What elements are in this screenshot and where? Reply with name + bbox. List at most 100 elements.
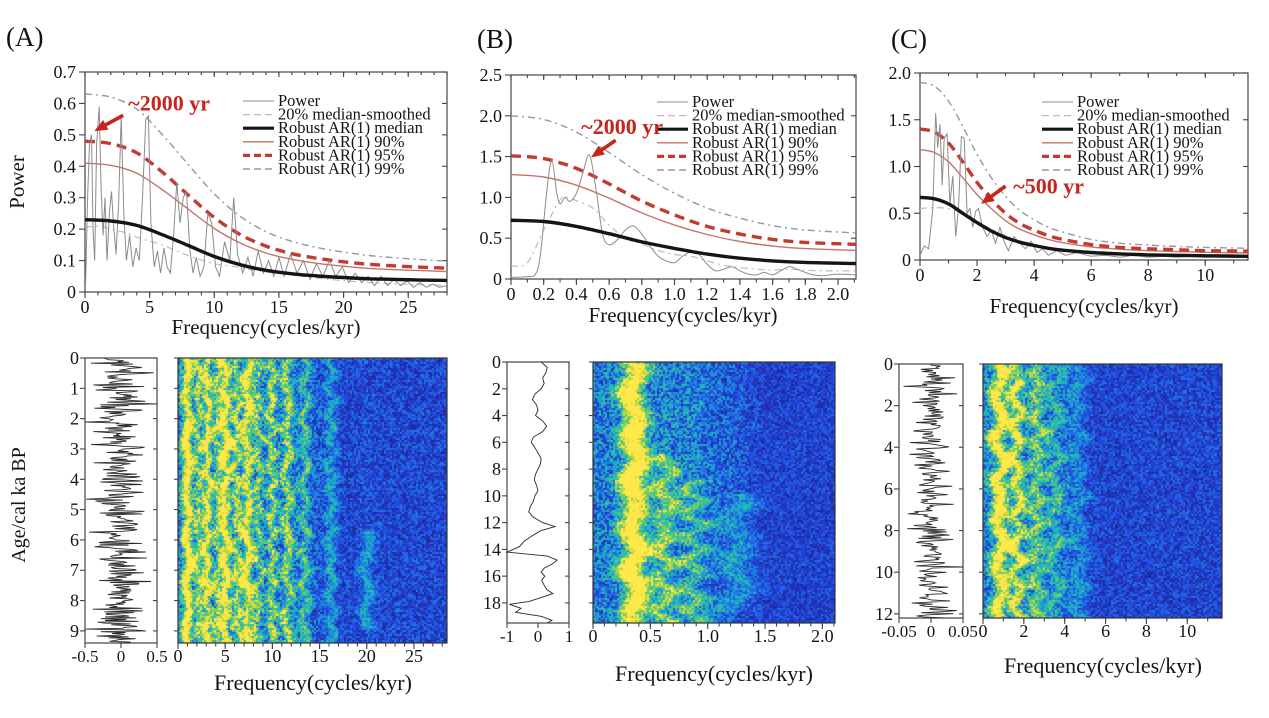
legend-label: 20% median-smoothed: [1077, 106, 1230, 125]
y-tick-label: 0: [902, 250, 911, 270]
value-tick-label: 0: [117, 647, 126, 666]
annotation-text: ~500 yr: [1013, 174, 1084, 199]
x-tick-label: 0.8: [631, 284, 654, 304]
y-tick-label: 2.0: [480, 106, 503, 126]
plot-border: [592, 361, 836, 624]
age-tick-label: 18: [483, 593, 501, 613]
legend-label: Robust AR(1) 99%: [692, 160, 819, 179]
freq-tick-label: 20: [358, 646, 376, 666]
y-tick-label: 0: [493, 269, 502, 289]
x-tick-label: 5: [145, 297, 154, 317]
age-tick-label: 7: [70, 560, 79, 580]
legend-label: Robust AR(1) 95%: [692, 146, 819, 165]
age-series-plot: 0 2 4 6 8 10 12-0.05 0 0.05: [875, 354, 978, 641]
freq-tick-label: 10: [1178, 621, 1196, 641]
age-tick-label: 12: [875, 604, 893, 624]
series-20-median-smoothed: [511, 195, 856, 272]
age-tick-label: 3: [70, 439, 79, 459]
freq-axis-label: Frequency(cycles/kyr): [214, 670, 412, 695]
panel-label-a: (A): [6, 22, 44, 52]
series-robust-ar-1-90-: [85, 162, 447, 273]
y-tick-label: 1.5: [480, 147, 503, 167]
age-tick-label: 2: [70, 409, 79, 429]
age-tick-label: 4: [70, 469, 79, 489]
age-tick-label: 10: [483, 486, 501, 506]
x-tick-label: 10: [205, 297, 223, 317]
series-20-median-smoothed: [85, 225, 447, 286]
spectrum-plot: 0 5 10 15 20 25 0 0.1 0.2 0.3 0.4 0.5 0.6 0.7 Frequenc…: [5, 62, 448, 339]
annotation: ~2000 yr: [94, 90, 210, 132]
age-series-plot: 0 2 4 6 8 10 12 14 16 18 -1 0 1: [483, 352, 573, 646]
x-tick-label: 0.2: [532, 284, 555, 304]
annotation-text: ~2000 yr: [581, 114, 663, 139]
x-tick-label: 1.0: [663, 284, 686, 304]
age-tick-label: 4: [492, 406, 501, 426]
legend-label: Robust AR(1) median: [692, 119, 837, 138]
x-axis-label: Frequency(cycles/kyr): [172, 315, 361, 339]
x-tick-label: 0.6: [598, 284, 621, 304]
legend-label: Power: [1077, 92, 1120, 111]
legend-label: Robust AR(1) median: [1077, 119, 1222, 138]
plot-border: [982, 363, 1223, 619]
age-tick-label: 6: [70, 530, 79, 550]
x-tick-label: 0.4: [565, 284, 588, 304]
age-tick-label: 9: [70, 621, 79, 641]
y-tick-label: 1.0: [889, 157, 912, 177]
y-axis-label: Power: [5, 155, 29, 209]
age-tick-label: 8: [884, 521, 893, 541]
x-tick-label: 2: [973, 265, 982, 285]
value-tick-label: 0.05: [948, 622, 978, 641]
age-tick-label: 5: [70, 500, 79, 520]
spectrum-series: [85, 93, 447, 288]
x-tick-label: 10: [1196, 265, 1214, 285]
freq-tick-label: 4: [1060, 621, 1069, 641]
annotation-arrow-head: [981, 191, 995, 204]
y-tick-label: 1.5: [889, 110, 912, 130]
legend-label: 20% median-smoothed: [278, 105, 431, 124]
y-tick-label: 2.5: [480, 65, 503, 85]
value-tick-label: 0: [534, 627, 543, 646]
plot-border: [510, 74, 857, 280]
freq-tick-label: 25: [405, 646, 423, 666]
panel-c: 0 2 4 6 8 10 0 0.5 1.0 1.5 2.0 Frequency(cycles/kyr…: [875, 63, 1249, 678]
heatmap-panel-b: [593, 362, 835, 623]
series-robust-ar-1-90-: [511, 173, 856, 252]
legend-label: Power: [692, 92, 735, 111]
legend-label: Robust AR(1) 95%: [278, 145, 405, 164]
x-tick-label: 8: [1144, 265, 1153, 285]
series-robust-ar-1-median: [920, 195, 1248, 258]
annotation-text: ~2000 yr: [128, 90, 210, 115]
age-tick-label: 10: [875, 562, 893, 582]
spectrum-series: [511, 115, 856, 278]
y-tick-label: 0.6: [54, 93, 77, 113]
x-tick-label: 20: [335, 297, 353, 317]
wavelet-heatmap-axes: 0 5 10 15 20 25 Frequency(cycles/kyr): [174, 357, 448, 695]
y-tick-label: 2.0: [889, 63, 912, 83]
age-tick-label: 8: [70, 591, 79, 611]
x-tick-label: 1.8: [794, 284, 817, 304]
value-tick-label: 0.5: [146, 647, 167, 666]
age-axis-label: Age/cal ka BP: [8, 447, 30, 563]
freq-tick-label: 6: [1101, 621, 1110, 641]
annotation: ~2000 yr: [581, 114, 663, 158]
freq-tick-label: 2.0: [811, 626, 834, 646]
freq-axis-label: Frequency(cycles/kyr): [615, 661, 813, 686]
age-tick-label: 4: [884, 437, 893, 457]
series-robust-ar-1-95-: [511, 154, 856, 246]
y-tick-label: 1.0: [480, 187, 503, 207]
freq-tick-label: 0.5: [639, 626, 662, 646]
legend-label: Robust AR(1) 90%: [278, 132, 405, 151]
age-tick-label: 12: [483, 513, 501, 533]
age-tick-label: 1: [70, 378, 79, 398]
series-robust-ar-1-99-: [511, 115, 856, 234]
wavelet-heatmap-axes: 0 0.5 1.0 1.5 2.0 Frequency(cycles/kyr): [589, 361, 836, 686]
age-tick-label: 16: [483, 566, 501, 586]
age-tick-label: 2: [884, 396, 893, 416]
panel-a: 0 5 10 15 20 2500.10.20.30.40.50.60.7Frequenc…: [5, 62, 448, 695]
series-power: [511, 154, 856, 278]
legend-label: Robust AR(1) 90%: [692, 133, 819, 152]
y-tick-label: 0.7: [54, 62, 77, 82]
series-robust-ar-1-99-: [920, 81, 1248, 249]
